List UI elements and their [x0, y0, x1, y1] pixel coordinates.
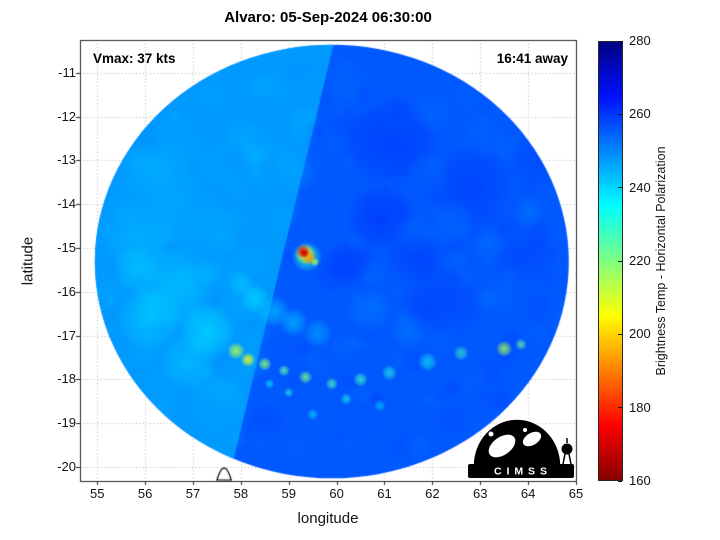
y-tick-label: -11 [58, 64, 76, 80]
x-tick-label: 55 [90, 486, 105, 501]
colorbar-tick-mark [618, 113, 622, 115]
chart-title: Alvaro: 05-Sep-2024 06:30:00 [224, 9, 432, 26]
x-axis-label: longitude [297, 510, 359, 527]
y-tick-label: -14 [57, 196, 76, 212]
colorbar-tick-mark [618, 40, 622, 42]
cimss-logo-text: C I M S S [494, 466, 548, 478]
logo-band [468, 464, 574, 478]
colorbar-tick-label: 260 [629, 106, 651, 122]
x-tick-label: 56 [137, 486, 153, 501]
x-tick-label: 61 [377, 486, 392, 501]
x-tick-label: 64 [520, 486, 536, 501]
y-tick-label: -17 [57, 327, 76, 343]
cimss-logo: C I M S S [468, 418, 574, 478]
y-tick-label: -15 [57, 240, 76, 256]
satellite-dish-small-icon [522, 431, 542, 447]
x-tick-label: 65 [568, 486, 584, 501]
y-tick-label: -20 [57, 458, 76, 474]
water-tower-icon [561, 438, 573, 465]
satellite-dish-feed-icon [488, 431, 494, 437]
colorbar-tick-label: 160 [629, 473, 651, 488]
colorbar-tick-label: 220 [629, 253, 651, 268]
colorbar-tick-mark [618, 260, 622, 262]
x-tick-label: 63 [473, 486, 488, 501]
satellite-dish-small-feed-icon [523, 428, 527, 432]
y-tick-label: -13 [57, 152, 76, 168]
colorbar-tick-label: 180 [629, 399, 651, 415]
colorbar-tick-mark [618, 333, 622, 335]
y-tick-label: -19 [57, 415, 76, 431]
colorbar-tick-label: 280 [629, 33, 651, 48]
colorbar-tick-label: 200 [629, 326, 651, 342]
x-tick-label: 59 [281, 486, 296, 501]
y-axis-label: latitude [19, 236, 37, 286]
y-tick-label: -16 [57, 283, 76, 299]
y-tick-label: -12 [57, 108, 76, 124]
x-tick-label: 60 [329, 486, 344, 501]
colorbar-tick-mark [618, 407, 622, 409]
colorbar-tick-label: 240 [629, 179, 651, 195]
x-tick-label: 57 [185, 486, 201, 501]
logo-dome [472, 418, 562, 467]
colorbar-tick-mark [618, 187, 622, 189]
vmax-annotation: Vmax: 37 kts [93, 51, 176, 66]
colorbar-tick-mark [618, 480, 622, 482]
y-tick-label: -18 [57, 371, 76, 387]
satellite-dish-icon [488, 434, 516, 458]
time-annotation: 16:41 away [496, 51, 568, 66]
x-tick-label: 58 [233, 486, 249, 501]
x-tick-label: 62 [425, 486, 440, 501]
